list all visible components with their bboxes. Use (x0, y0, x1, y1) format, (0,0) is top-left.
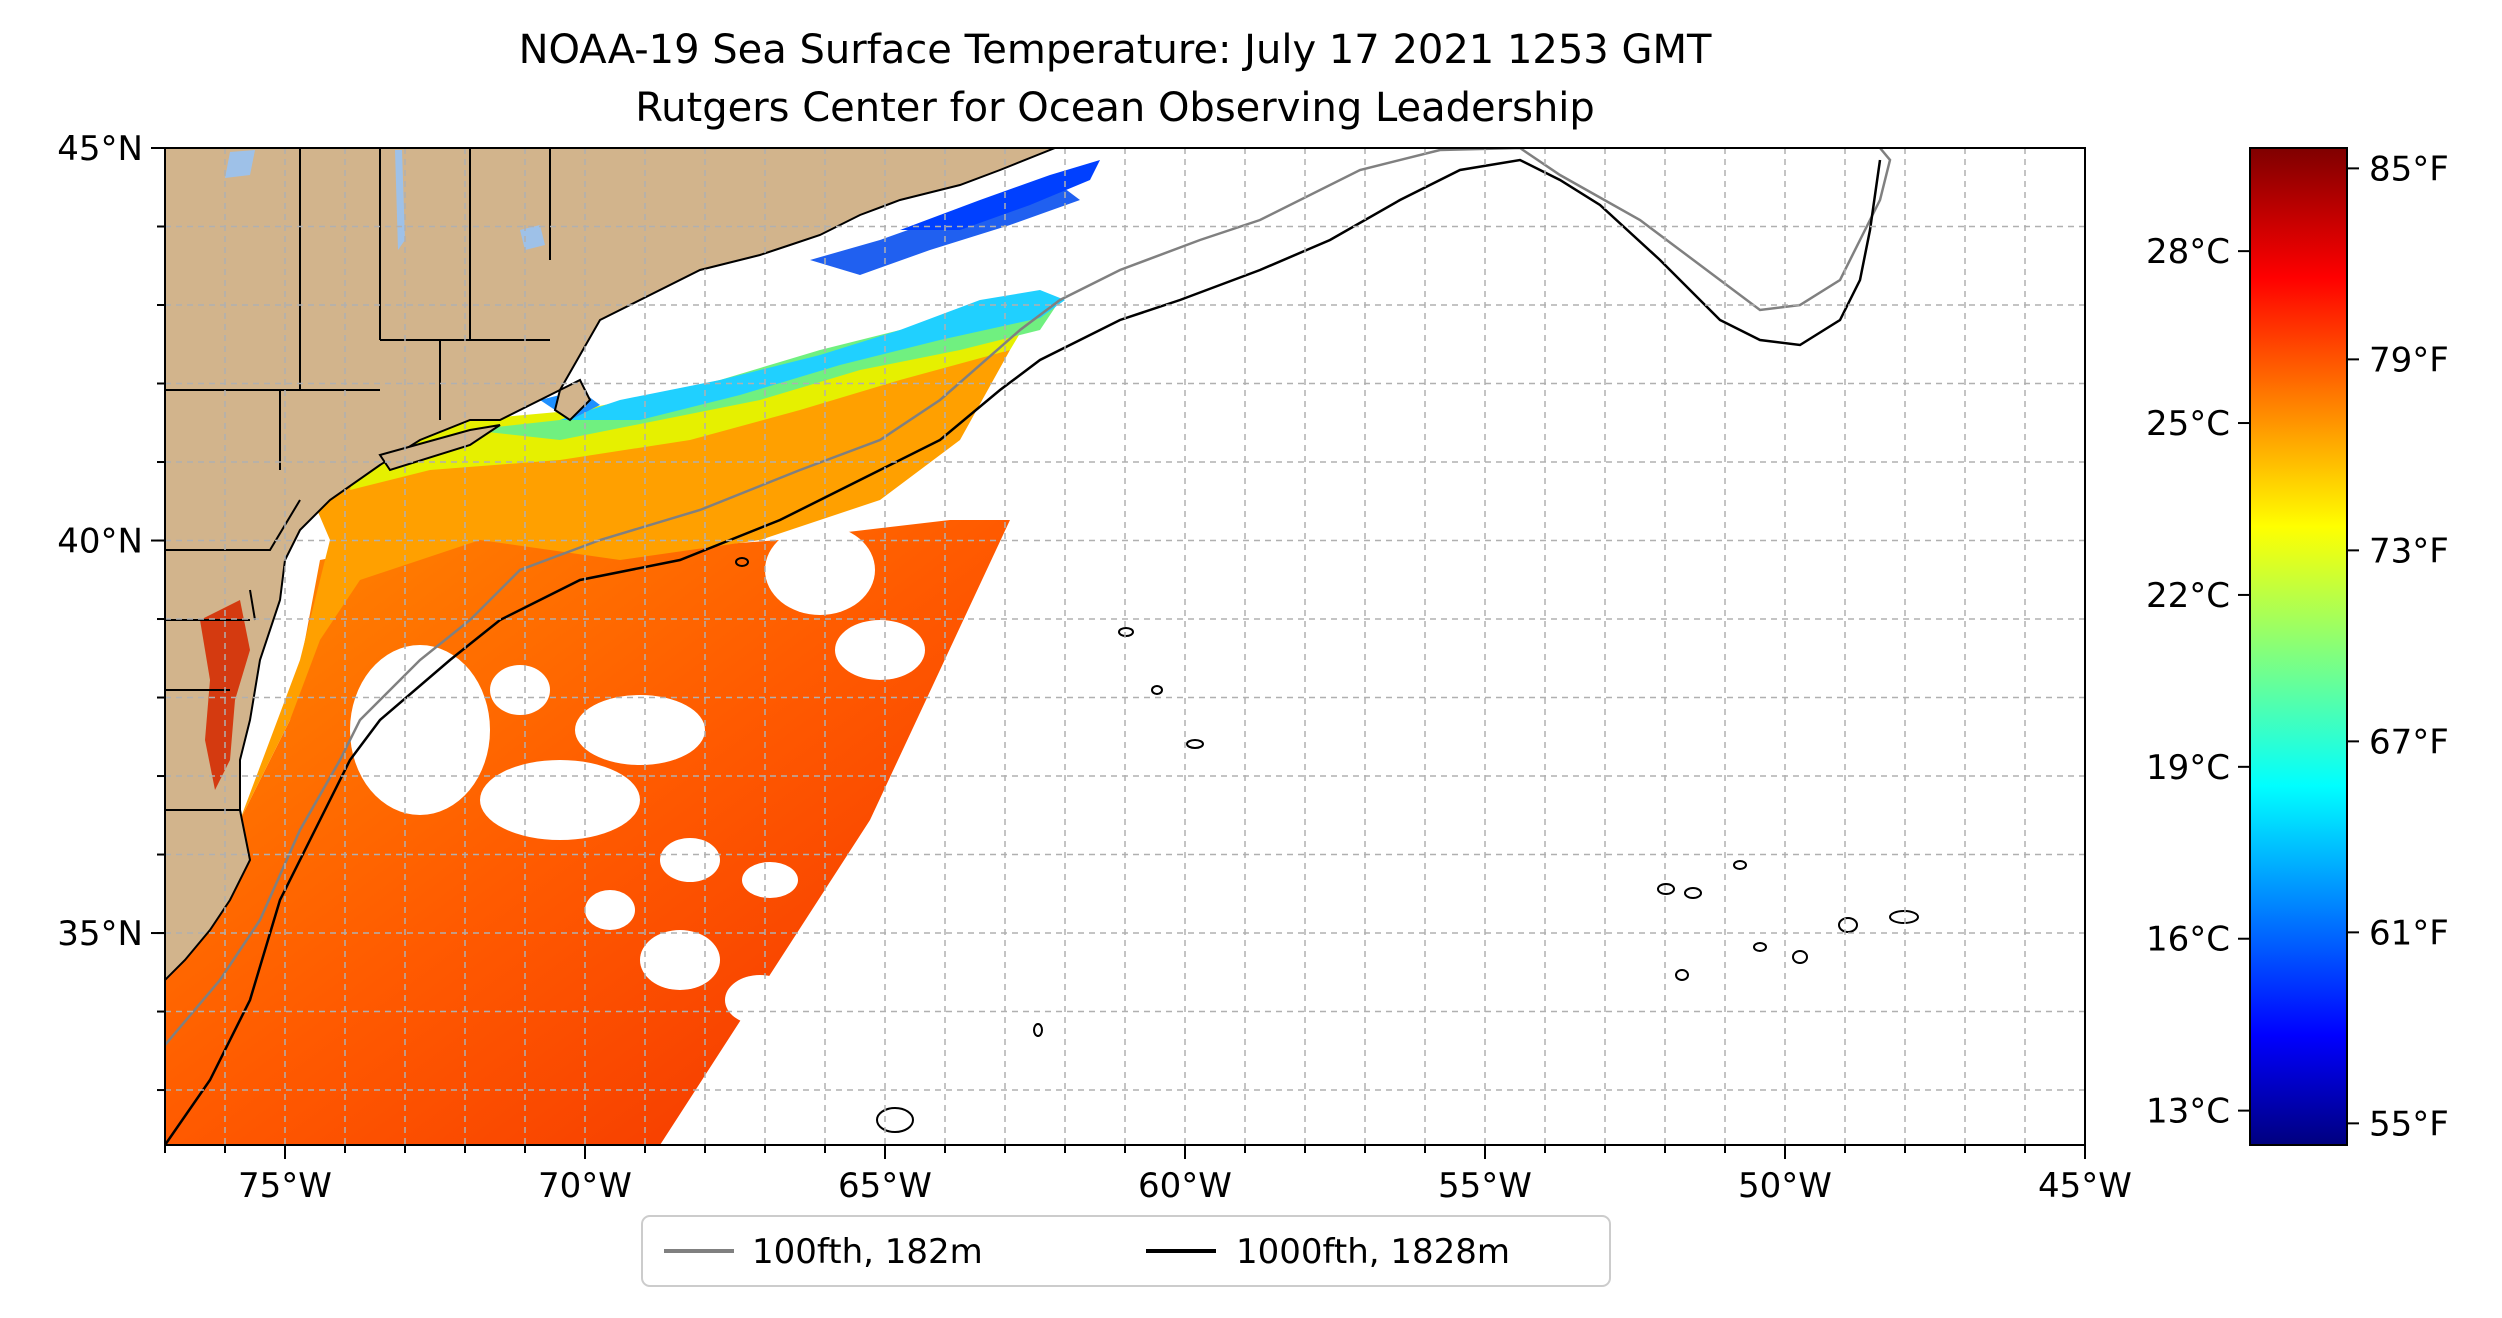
sst-cyan-band (560, 290, 1065, 420)
lon-tick-label: 75°W (238, 1166, 332, 1206)
cloud-gaps (350, 525, 925, 1025)
legend-box (641, 1215, 1611, 1287)
fahrenheit-tick-label: 85°F (2369, 149, 2449, 189)
legend-label-100fth: 100fth, 182m (752, 1232, 983, 1272)
celsius-tick-label: 19°C (2146, 748, 2230, 788)
lat-tick-label: 40°N (57, 522, 143, 562)
colorbar-gradient (2250, 148, 2347, 1145)
lat-tick-label: 35°N (57, 914, 143, 954)
chesapeake (200, 600, 250, 790)
seamounts (735, 557, 1919, 1133)
fahrenheit-tick-label: 73°F (2369, 531, 2449, 571)
legend: 100fth, 182m 1000fth, 1828m (641, 1215, 1611, 1287)
lake-2 (225, 150, 255, 178)
cape-cod (553, 378, 592, 422)
map-axes: 75°W 70°W 65°W 60°W 55°W 50°W 45°W 35°N 40°N 45°N (57, 129, 2132, 1206)
north-america-land (165, 148, 1056, 811)
celsius-tick-label: 16°C (2146, 920, 2230, 960)
lon-tick-label: 55°W (1438, 1166, 1532, 1206)
celsius-tick-label: 25°C (2146, 404, 2230, 444)
lon-tick-label: 50°W (1738, 1166, 1832, 1206)
lon-tick-label: 65°W (838, 1166, 932, 1206)
colorbar-ticks: 13°C 16°C 19°C 22°C 25°C 28°C 55°F 61°F 67°F 73°F… (2146, 149, 2449, 1144)
chart-title: NOAA-19 Sea Surface Temperature: July 17… (519, 27, 1712, 73)
lake-champlain (395, 150, 405, 250)
isobath-100fth (165, 148, 1892, 1046)
celsius-tick-label: 13°C (2146, 1092, 2230, 1132)
colorbar: 13°C 16°C 19°C 22°C 25°C 28°C 55°F 61°F 67°F 73°F… (2146, 147, 2449, 1146)
lon-tick-label: 70°W (538, 1166, 632, 1206)
gridlines (165, 148, 2085, 1145)
fahrenheit-tick-label: 61°F (2369, 913, 2449, 953)
land (165, 148, 1056, 982)
lake-3 (520, 225, 545, 250)
lon-tick-label: 45°W (2038, 1166, 2132, 1206)
lon-tick-label: 60°W (1138, 1166, 1232, 1206)
legend-label-1000fth: 1000fth, 1828m (1236, 1232, 1510, 1272)
fahrenheit-tick-label: 79°F (2369, 340, 2449, 380)
carolina-coast (165, 809, 252, 982)
celsius-tick-label: 22°C (2146, 576, 2230, 616)
long-island (378, 424, 501, 472)
fahrenheit-tick-label: 55°F (2369, 1104, 2449, 1144)
chart-subtitle: Rutgers Center for Ocean Observing Leade… (635, 85, 1595, 131)
isobath-1000fth (165, 158, 1882, 1145)
sst-blue-patch-2 (900, 160, 1100, 230)
colorbar-frame (2249, 147, 2348, 1146)
map-area (165, 148, 2085, 1145)
fahrenheit-tick-label: 67°F (2369, 722, 2449, 762)
lat-tick-label: 45°N (57, 129, 143, 169)
lakes (225, 150, 545, 250)
celsius-tick-label: 28°C (2146, 232, 2230, 272)
